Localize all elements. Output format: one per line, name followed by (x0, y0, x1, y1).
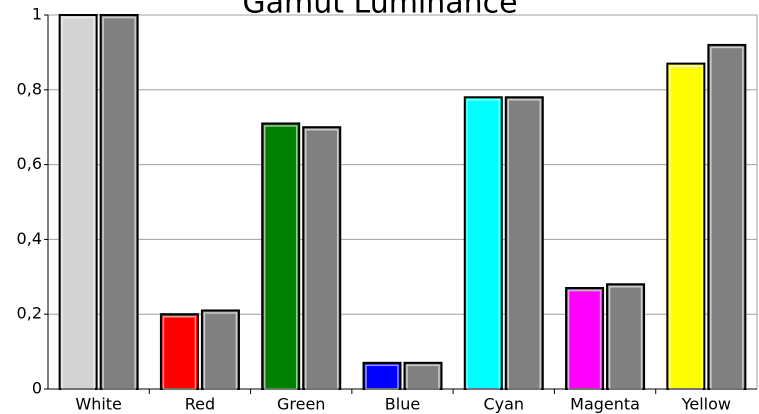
bar-highlight (466, 99, 501, 390)
bar-highlight (710, 46, 744, 390)
bar-highlight (304, 128, 339, 390)
y-tick-label: 0,4 (17, 229, 42, 248)
chart-title: Gamut Luminance (242, 0, 517, 21)
x-tick-label: Blue (385, 395, 420, 414)
bar-highlight (608, 286, 643, 390)
bar (261, 122, 301, 391)
bar (200, 309, 240, 390)
bar (58, 14, 98, 390)
x-tick-label: Green (277, 395, 325, 414)
x-tick-label: Yellow (681, 395, 731, 414)
bar-highlight (102, 16, 136, 390)
x-tick-label: White (75, 395, 122, 414)
x-tick-label: Cyan (483, 395, 524, 414)
bar-highlight (162, 315, 197, 390)
y-tick-label: 0,8 (17, 79, 42, 98)
bar (606, 283, 646, 390)
bar-highlight (203, 312, 238, 390)
bar (565, 287, 605, 390)
bar (99, 14, 139, 390)
bar-highlight (263, 125, 298, 390)
y-tick-label: 0 (32, 379, 42, 398)
bar-highlight (406, 364, 440, 390)
bar (504, 96, 544, 390)
bar (666, 62, 706, 391)
bar (302, 126, 342, 390)
bar-highlight (507, 99, 542, 390)
bar (159, 313, 199, 391)
x-tick-label: Magenta (570, 395, 640, 414)
bar-highlight (61, 16, 95, 390)
bar-highlight (365, 364, 399, 390)
y-tick-label: 0,2 (17, 304, 42, 323)
bar (463, 96, 503, 390)
bar-highlight (567, 289, 602, 390)
x-tick-label: Red (185, 395, 215, 414)
bar-highlight (669, 65, 703, 390)
bar (362, 361, 402, 391)
bar (403, 361, 443, 391)
bar (707, 43, 747, 390)
y-tick-label: 0,6 (17, 154, 42, 173)
y-tick-label: 1 (32, 5, 42, 24)
